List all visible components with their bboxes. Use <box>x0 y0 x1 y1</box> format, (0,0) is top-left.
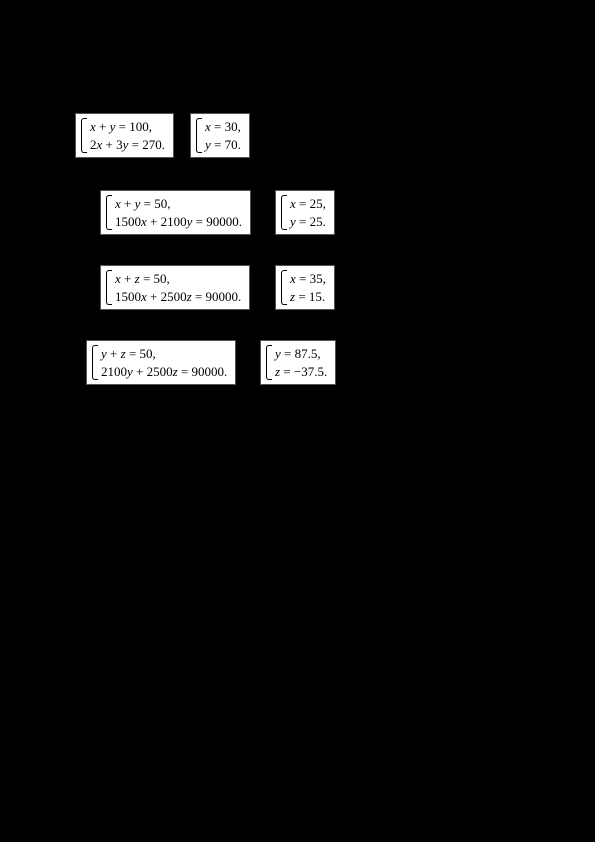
equation-line: x + z = 50, <box>115 270 241 288</box>
sol4-box: y = 87.5, z = −37.5. <box>260 340 336 385</box>
sys3-box: x + z = 50, 1500x + 2500z = 90000. <box>100 265 250 310</box>
equation-line: y = 25. <box>290 213 326 231</box>
page: x + y = 100, 2x + 3y = 270. x = 30, y = … <box>0 0 595 842</box>
equation-line: y + z = 50, <box>101 345 227 363</box>
sol3-box: x = 35, z = 15. <box>275 265 335 310</box>
equation-line: z = −37.5. <box>275 363 327 381</box>
sys1-box: x + y = 100, 2x + 3y = 270. <box>75 113 174 158</box>
sol1-box: x = 30, y = 70. <box>190 113 250 158</box>
equation-line: x = 25, <box>290 195 326 213</box>
equation-line: 2x + 3y = 270. <box>90 136 165 154</box>
equation-line: y = 87.5, <box>275 345 327 363</box>
equation-line: x + y = 100, <box>90 118 165 136</box>
equation-line: 1500x + 2100y = 90000. <box>115 213 242 231</box>
sys2-box: x + y = 50, 1500x + 2100y = 90000. <box>100 190 251 235</box>
equation-line: x + y = 50, <box>115 195 242 213</box>
sys4-box: y + z = 50, 2100y + 2500z = 90000. <box>86 340 236 385</box>
equation-line: y = 70. <box>205 136 241 154</box>
equation-line: 1500x + 2500z = 90000. <box>115 288 241 306</box>
equation-line: x = 35, <box>290 270 326 288</box>
equation-line: x = 30, <box>205 118 241 136</box>
equation-line: 2100y + 2500z = 90000. <box>101 363 227 381</box>
sol2-box: x = 25, y = 25. <box>275 190 335 235</box>
equation-line: z = 15. <box>290 288 326 306</box>
